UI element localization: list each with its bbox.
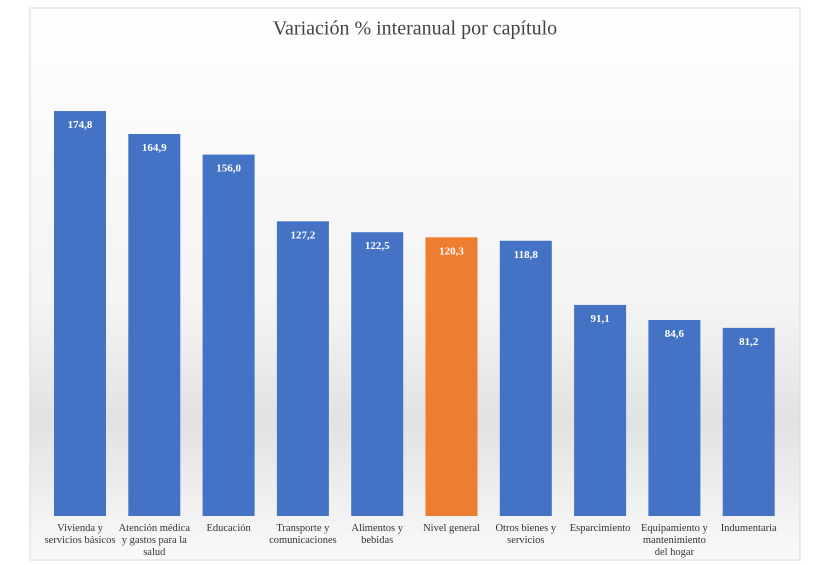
bar xyxy=(276,221,329,516)
bar xyxy=(499,240,552,516)
value-label: 164,9 xyxy=(142,142,167,154)
bar xyxy=(722,327,775,516)
x-tick-label: Educación xyxy=(206,523,251,534)
x-tick-label: Transporte y comunicaciones xyxy=(269,523,337,546)
bar xyxy=(54,111,106,517)
value-label: 120,3 xyxy=(439,245,464,257)
x-tick-label: Indumentaria xyxy=(720,523,777,534)
bar xyxy=(351,232,404,517)
x-tick-label: Esparcimiento xyxy=(569,523,631,534)
x-tick-label: Equipamiento y mantenimiento del hogar xyxy=(641,523,708,558)
x-tick-label: Nivel general xyxy=(423,523,480,534)
bar xyxy=(128,133,181,516)
bar xyxy=(202,154,255,516)
value-label: 156,0 xyxy=(216,163,241,175)
bar xyxy=(648,320,701,516)
value-label: 118,8 xyxy=(514,249,539,261)
value-label: 91,1 xyxy=(590,313,609,325)
bar xyxy=(425,237,478,516)
x-tick-label: Otros bienes y servicios xyxy=(495,523,557,546)
value-label: 174,8 xyxy=(68,119,93,131)
value-label: 84,6 xyxy=(665,328,685,340)
x-tick-label: Vivienda y servicios básicos xyxy=(44,523,116,546)
bar xyxy=(574,304,627,516)
value-label: 81,2 xyxy=(739,336,759,348)
x-tick-label: Atención médica y gastos para la salud xyxy=(118,523,191,558)
chart-title: Variación % interanual por capítulo xyxy=(273,18,557,40)
x-tick-label: Alimentos y bebidas xyxy=(351,523,403,546)
value-label: 122,5 xyxy=(365,240,390,252)
value-label: 127,2 xyxy=(291,229,316,241)
